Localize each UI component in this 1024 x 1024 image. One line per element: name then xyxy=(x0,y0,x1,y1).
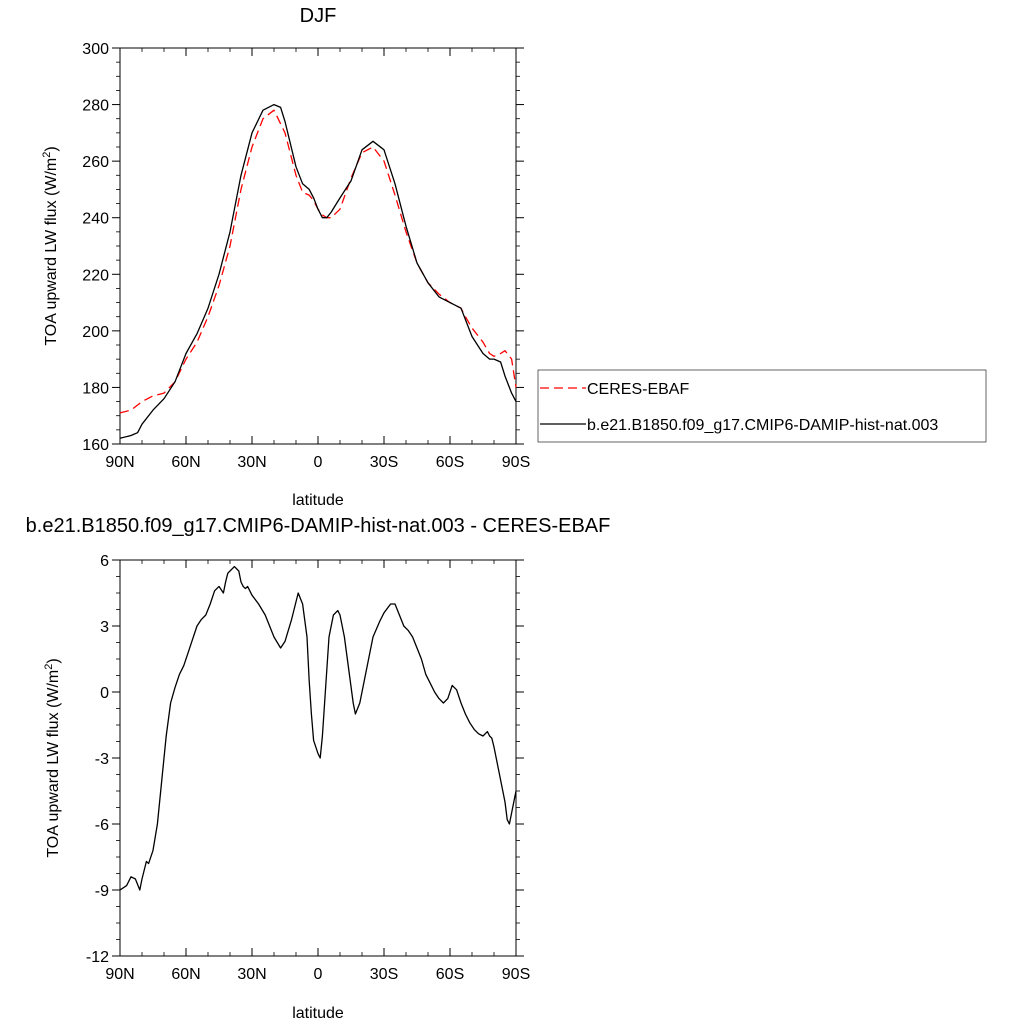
top-x-tick-label: 60S xyxy=(436,454,464,471)
top-plot-frame xyxy=(119,47,517,445)
bottom-y-tick-label: -12 xyxy=(86,949,109,966)
bottom-title: b.e21.B1850.f09_g17.CMIP6-DAMIP-hist-nat… xyxy=(26,515,611,537)
top-y-axis-label: TOA upward LW flux (W/m2) xyxy=(41,146,60,345)
legend-box xyxy=(537,369,987,443)
bottom-y-tick-label: -6 xyxy=(95,817,109,834)
top-y-tick-label: 200 xyxy=(82,324,109,341)
legend: CERES-EBAF b.e21.B1850.f09_g17.CMIP6-DAM… xyxy=(537,369,987,443)
top-y-tick-label: 300 xyxy=(82,41,109,58)
bottom-y-tick-label: -9 xyxy=(95,883,109,900)
bottom-series-line-difference xyxy=(119,565,517,891)
bottom-x-tick-label: 30N xyxy=(237,966,266,983)
top-y-axis-label-close: ) xyxy=(43,146,60,151)
bottom-panel: b.e21.B1850.f09_g17.CMIP6-DAMIP-hist-nat… xyxy=(26,515,611,1022)
top-x-tick-label: 90S xyxy=(502,454,530,471)
bottom-y-axis-label-main: TOA upward LW flux (W/m xyxy=(45,670,62,858)
bottom-x-axis-label: latitude xyxy=(292,1005,344,1022)
bottom-y-tick-label: 0 xyxy=(100,685,109,702)
bottom-x-tick-label: 90S xyxy=(502,966,530,983)
top-y-axis-label-superscript: 2 xyxy=(41,152,53,158)
bottom-y-tick-label: 6 xyxy=(100,553,109,570)
top-panel: DJF 90N 60N 30N 0 30S 60S 90S 160 180 200 220 240 26… xyxy=(41,5,530,509)
top-series-line-model xyxy=(119,103,517,439)
top-y-tick-label: 220 xyxy=(82,267,109,284)
top-x-tick-label: 0 xyxy=(314,454,323,471)
top-x-tick-label: 60N xyxy=(171,454,200,471)
bottom-y-axis-label-superscript: 2 xyxy=(43,664,55,670)
top-x-axis-label: latitude xyxy=(292,492,344,509)
top-title: DJF xyxy=(300,5,337,27)
top-x-tick-label: 90N xyxy=(105,454,134,471)
top-y-axis-label-main: TOA upward LW flux (W/m xyxy=(43,158,60,346)
bottom-axes-ticks: 90N 60N 30N 0 30S 60S 90S -12 -9 -6 -3 0 3 6 xyxy=(86,553,530,983)
top-x-tick-label: 30N xyxy=(237,454,266,471)
top-y-tick-label: 240 xyxy=(82,211,109,228)
top-series-line-ceres-ebaf xyxy=(119,109,517,414)
top-series-lines xyxy=(119,103,517,439)
bottom-x-tick-label: 90N xyxy=(105,966,134,983)
top-y-tick-label: 260 xyxy=(82,154,109,171)
bottom-x-tick-label: 60N xyxy=(171,966,200,983)
bottom-x-tick-label: 30S xyxy=(370,966,398,983)
bottom-x-tick-label: 0 xyxy=(314,966,323,983)
top-axes-ticks: 90N 60N 30N 0 30S 60S 90S 160 180 200 220 240 260 280… xyxy=(82,41,530,471)
top-y-tick-label: 280 xyxy=(82,98,109,115)
top-y-tick-label: 160 xyxy=(82,437,109,454)
top-x-tick-label: 30S xyxy=(370,454,398,471)
top-y-tick-label: 180 xyxy=(82,380,109,397)
bottom-y-tick-label: -3 xyxy=(95,751,109,768)
bottom-plot-frame xyxy=(119,559,517,957)
bottom-series-lines xyxy=(119,565,517,891)
bottom-y-tick-label: 3 xyxy=(100,619,109,636)
legend-label-ceres-ebaf: CERES-EBAF xyxy=(587,381,689,398)
bottom-y-axis-label: TOA upward LW flux (W/m2) xyxy=(43,658,62,857)
bottom-x-tick-label: 60S xyxy=(436,966,464,983)
legend-label-model: b.e21.B1850.f09_g17.CMIP6-DAMIP-hist-nat… xyxy=(587,417,938,434)
bottom-y-axis-label-close: ) xyxy=(45,658,62,663)
